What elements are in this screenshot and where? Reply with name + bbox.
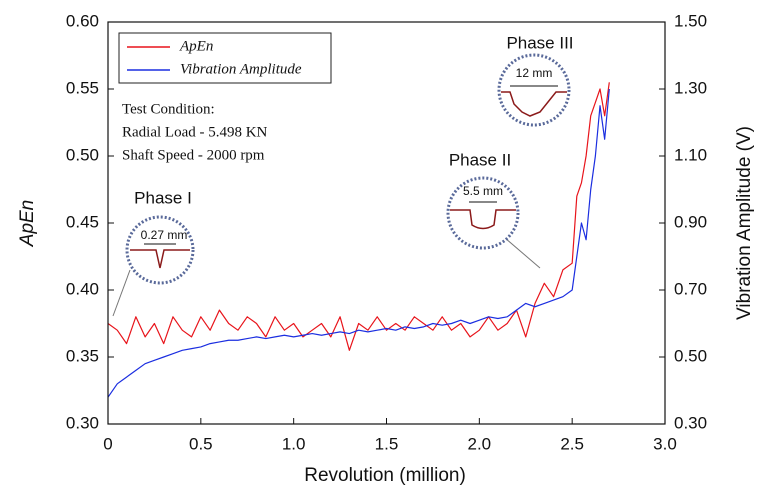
y-tick-label: 0.55	[66, 78, 99, 97]
inset-circle	[446, 176, 520, 250]
y-tick-label: 0.35	[66, 346, 99, 365]
y2-tick-label: 0.90	[674, 212, 707, 231]
phase-label: Phase III	[506, 33, 573, 52]
y2-tick-label: 1.10	[674, 145, 707, 164]
x-tick-label: 3.0	[653, 434, 677, 453]
x-tick-label: 0	[103, 434, 112, 453]
note: Radial Load - 5.498 KN	[122, 124, 268, 140]
inset-profile	[130, 249, 190, 269]
series-line	[107, 82, 610, 351]
y2-tick-label: 0.70	[674, 279, 707, 298]
x-tick-label: 1.0	[282, 434, 306, 453]
y-tick-label: 0.60	[66, 11, 99, 30]
leader-line	[504, 237, 541, 269]
legend-label: Vibration Amplitude	[180, 61, 302, 77]
inset-profile	[450, 209, 516, 230]
inset-profile	[501, 91, 567, 117]
x-tick-label: 0.5	[189, 434, 213, 453]
phase-label: Phase I	[134, 188, 192, 207]
note: Shaft Speed - 2000 rpm	[122, 147, 265, 163]
series-line	[107, 88, 610, 398]
legend-label: ApEn	[179, 38, 213, 54]
x-tick-label: 1.5	[375, 434, 399, 453]
y2-axis-label: Vibration Amplitude (V)	[734, 126, 755, 320]
phase-label: Phase II	[449, 150, 511, 169]
x-tick-label: 2.0	[468, 434, 492, 453]
x-axis-label: Revolution (million)	[304, 465, 466, 486]
legend-box	[118, 32, 332, 84]
plot-frame	[107, 21, 666, 425]
defect-size: 12 mm	[516, 66, 553, 80]
y2-tick-label: 1.30	[674, 78, 707, 97]
inset-circle	[125, 215, 195, 285]
defect-size: 0.27 mm	[141, 228, 188, 242]
y-tick-label: 0.30	[66, 413, 99, 432]
insets: 0.27 mm Phase I 5.5 mm Phase II 12 mm Ph…	[112, 33, 574, 317]
y-tick-label: 0.45	[66, 212, 99, 231]
defect-size: 5.5 mm	[463, 184, 503, 198]
note: Test Condition:	[122, 101, 215, 117]
y-axis-label: ApEn	[17, 200, 38, 247]
y-tick-label: 0.40	[66, 279, 99, 298]
y2-tick-label: 0.50	[674, 346, 707, 365]
x-tick-label: 2.5	[560, 434, 584, 453]
y2-tick-label: 1.50	[674, 11, 707, 30]
leader-line	[112, 269, 131, 317]
y2-tick-label: 0.30	[674, 413, 707, 432]
y-tick-label: 0.50	[66, 145, 99, 164]
